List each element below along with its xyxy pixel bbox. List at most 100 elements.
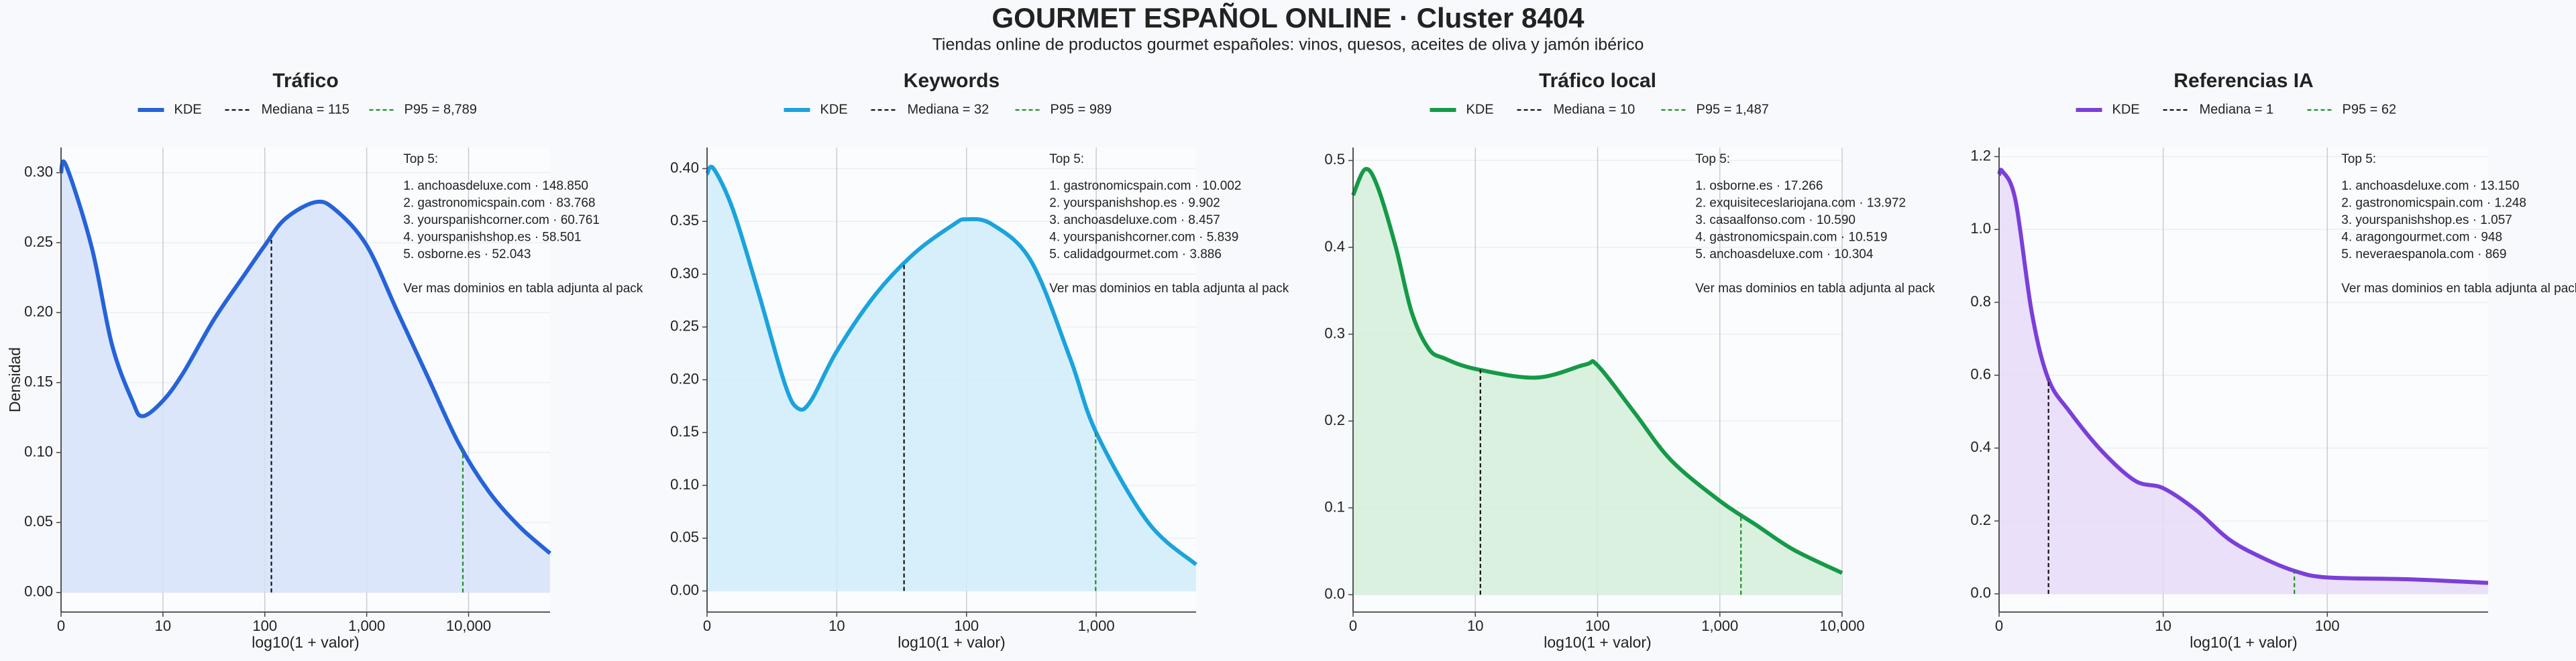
x-axis-label: log10(1 + valor) [252, 634, 359, 651]
figure-title: GOURMET ESPAÑOL ONLINE · Cluster 8404 [992, 2, 1585, 34]
y-axis-label: Densidad [6, 347, 23, 412]
annotation-item: 1. osborne.es · 17.266 [1695, 179, 1823, 193]
kde-line [705, 164, 1197, 566]
y-tick-label: 0.15 [24, 373, 53, 389]
annotation-note: Ver mas dominios en tabla adjunta al pac… [2341, 282, 2576, 296]
x-axis-label: log10(1 + valor) [1544, 634, 1651, 651]
x-tick-label: 10 [2155, 617, 2171, 634]
y-tick-label: 0.20 [24, 303, 53, 320]
annotation-note: Ver mas dominios en tabla adjunta al pac… [403, 282, 643, 296]
y-tick-label: 0.30 [24, 163, 53, 180]
y-tick-label: 0.30 [670, 265, 699, 282]
y-tick-label: 0.25 [24, 233, 53, 250]
annotation-item: 5. osborne.es · 52.043 [403, 247, 531, 261]
y-tick-label: 0.6 [1970, 366, 1991, 383]
x-tick-label: 10,000 [1819, 617, 1864, 634]
y-tick-label: 0.40 [670, 159, 699, 176]
y-tick-label: 1.0 [1970, 220, 1991, 237]
legend-label: P95 = 1,487 [1697, 102, 1769, 117]
y-tick-label: 0.00 [24, 583, 53, 600]
y-tick-label: 0.5 [1324, 151, 1345, 168]
panel-title: Tráfico [272, 70, 338, 92]
y-tick-label: 0.3 [1324, 324, 1345, 341]
legend-label: P95 = 62 [2343, 102, 2397, 117]
y-tick-label: 0.2 [1324, 412, 1345, 428]
legend-label: Mediana = 32 [908, 102, 989, 117]
x-axis-label: log10(1 + valor) [898, 634, 1005, 651]
annotation-item: 2. gastronomicspain.com · 1.248 [2341, 196, 2526, 211]
kde-area [1353, 169, 1842, 595]
annotation-title: Top 5: [2341, 152, 2376, 166]
x-tick-label: 1,000 [1078, 617, 1115, 634]
annotation-item: 5. anchoasdeluxe.com · 10.304 [1695, 247, 1874, 261]
x-tick-label: 10 [1467, 617, 1483, 634]
annotation-item: 3. yourspanishshop.es · 1.057 [2341, 213, 2512, 227]
annotation-item: 4. yourspanishshop.es · 58.501 [403, 231, 581, 245]
legend-label: P95 = 989 [1051, 102, 1112, 117]
annotation-item: 3. yourspanishcorner.com · 60.761 [403, 213, 600, 227]
panel: 0.00 0.05 0.10 0.15 0.20 0.25 0.30 0.35 0.40 0 10 1… [670, 70, 1289, 651]
x-tick-label: 0 [1995, 617, 2003, 634]
figure-subtitle: Tiendas online de productos gourmet espa… [932, 36, 1644, 54]
annotation-item: 4. aragongourmet.com · 948 [2341, 231, 2502, 245]
y-tick-label: 0.0 [1970, 585, 1991, 601]
y-tick-label: 0.1 [1324, 498, 1345, 515]
y-tick-label: 0.35 [670, 212, 699, 229]
y-tick-label: 1.2 [1970, 147, 1991, 164]
x-tick-label: 0 [703, 617, 711, 634]
legend-label: KDE [1466, 102, 1494, 117]
y-tick-label: 0.00 [670, 581, 699, 598]
annotation-title: Top 5: [1695, 152, 1730, 166]
panel-title: Referencias IA [2174, 70, 2313, 92]
annotation-note: Ver mas dominios en tabla adjunta al pac… [1049, 282, 1289, 296]
legend-label: Mediana = 10 [1554, 102, 1635, 117]
x-tick-label: 100 [252, 617, 277, 634]
y-tick-label: 0.10 [24, 443, 53, 460]
kde-line [1351, 167, 1843, 575]
legend-label: Mediana = 115 [262, 102, 350, 117]
annotation-item: 3. casaalfonso.com · 10.590 [1695, 213, 1856, 227]
annotation-note: Ver mas dominios en tabla adjunta al pac… [1695, 282, 1935, 296]
annotation-item: 5. neveraespanola.com · 869 [2341, 247, 2506, 261]
kde-area [1999, 170, 2488, 594]
x-tick-label: 1,000 [1701, 617, 1738, 634]
annotation-item: 4. yourspanishcorner.com · 5.839 [1049, 231, 1238, 245]
y-tick-label: 0.10 [670, 476, 699, 493]
y-tick-label: 0.15 [670, 423, 699, 440]
annotation-item: 5. calidadgourmet.com · 3.886 [1049, 247, 1222, 261]
annotation-title: Top 5: [403, 152, 438, 166]
y-tick-label: 0.8 [1970, 293, 1991, 310]
x-tick-label: 100 [2315, 617, 2340, 634]
y-tick-label: 0.4 [1324, 238, 1345, 255]
panel: 0.00 0.05 0.10 0.15 0.20 0.25 0.30 0 10 100 1,000 1… [6, 70, 643, 651]
legend-label: KDE [2112, 102, 2140, 117]
annotation-item: 2. exquisiteceslariojana.com · 13.972 [1695, 196, 1906, 211]
x-axis-label: log10(1 + valor) [2190, 634, 2297, 651]
kde-line [1997, 168, 2489, 585]
y-tick-label: 0.2 [1970, 512, 1991, 528]
y-tick-label: 0.05 [24, 513, 53, 530]
annotation-item: 2. gastronomicspain.com · 83.768 [403, 196, 595, 211]
x-tick-label: 1,000 [348, 617, 385, 634]
annotation-item: 2. yourspanishshop.es · 9.902 [1049, 196, 1220, 211]
kde-area [61, 161, 550, 593]
panel: 0.0 0.1 0.2 0.3 0.4 0.5 0 10 100 1,000 10,000 KDE Me… [1324, 70, 1935, 651]
annotation-item: 3. anchoasdeluxe.com · 8.457 [1049, 213, 1220, 227]
x-tick-label: 10 [828, 617, 845, 634]
y-tick-label: 0.25 [670, 318, 699, 335]
legend-label: P95 = 8,789 [405, 102, 477, 117]
y-tick-label: 0.20 [670, 370, 699, 387]
x-tick-label: 0 [1349, 617, 1357, 634]
panel-title: Tráfico local [1539, 70, 1656, 92]
annotation-title: Top 5: [1049, 152, 1084, 166]
x-tick-label: 100 [1585, 617, 1610, 634]
annotation-item: 1. gastronomicspain.com · 10.002 [1049, 179, 1241, 193]
y-tick-label: 0.0 [1324, 585, 1345, 602]
annotation-item: 1. anchoasdeluxe.com · 13.150 [2341, 179, 2519, 193]
x-tick-label: 10,000 [446, 617, 491, 634]
x-tick-label: 100 [954, 617, 979, 634]
x-tick-label: 0 [57, 617, 65, 634]
panel: 0.0 0.2 0.4 0.6 0.8 1.0 1.2 0 10 100 KDE Mediana = … [1970, 70, 2576, 651]
annotation-item: 4. gastronomicspain.com · 10.519 [1695, 231, 1887, 245]
y-tick-label: 0.4 [1970, 438, 1991, 455]
